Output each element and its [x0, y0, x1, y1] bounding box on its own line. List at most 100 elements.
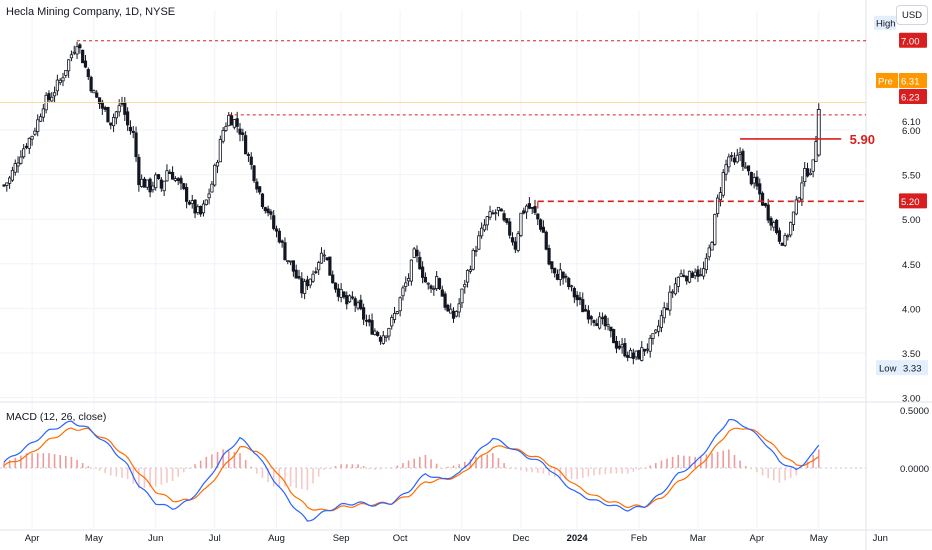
- candle-body: [30, 135, 34, 140]
- candle-body: [114, 111, 118, 119]
- candle-body: [505, 218, 509, 223]
- macd-histogram-bar: [615, 468, 618, 474]
- x-tick-label: Apr: [25, 533, 40, 544]
- candle-body: [640, 347, 644, 361]
- candle-body: [317, 262, 321, 271]
- macd-histogram-bar: [104, 468, 106, 474]
- macd-histogram-bar: [626, 468, 629, 474]
- macd-histogram-bar: [8, 460, 11, 468]
- macd-histogram-bar: [323, 468, 326, 470]
- macd-histogram-bar: [666, 458, 668, 468]
- candle-body: [701, 268, 706, 277]
- macd-histogram-bar: [699, 455, 702, 468]
- candle-body: [606, 324, 610, 327]
- candle-body: [339, 289, 343, 298]
- candle-body: [109, 122, 113, 126]
- candle-body: [328, 256, 332, 276]
- candle-body: [789, 221, 793, 236]
- candle-body: [811, 159, 815, 172]
- candle-body: [319, 252, 324, 264]
- candle-body: [207, 193, 211, 199]
- macd-histogram-bar: [362, 466, 365, 468]
- candle-body: [510, 237, 515, 243]
- macd-histogram-bar: [199, 460, 202, 468]
- candle-body: [679, 273, 683, 277]
- x-tick-label: May: [85, 533, 103, 544]
- candle-body: [187, 201, 192, 205]
- macd-histogram-bar: [272, 468, 275, 487]
- price-tick-label: 5.50: [902, 171, 921, 182]
- candle-body: [27, 137, 31, 149]
- candle-body: [373, 330, 377, 335]
- macd-histogram-bar: [317, 468, 320, 477]
- macd-histogram-bar: [649, 465, 651, 468]
- candle-body: [550, 261, 554, 270]
- candle-body: [364, 319, 369, 322]
- candle-body: [291, 260, 295, 272]
- candle-body: [423, 276, 428, 283]
- macd-histogram-bar: [812, 455, 814, 468]
- pre-tag-bg: [876, 72, 898, 88]
- candle-body: [305, 279, 310, 287]
- macd-histogram-bar: [435, 463, 438, 468]
- candle-body: [201, 203, 206, 214]
- candle-body: [359, 299, 363, 310]
- candle-body: [170, 171, 175, 180]
- macd-histogram-bar: [430, 459, 432, 468]
- macd-histogram-bar: [744, 466, 747, 468]
- candle-body: [775, 219, 779, 234]
- candle-body: [392, 313, 397, 320]
- high-tag-bg: [874, 15, 896, 30]
- candle-body: [578, 297, 582, 300]
- candle-body: [367, 319, 371, 323]
- candle-body: [162, 180, 166, 192]
- candle-body: [449, 308, 453, 314]
- candle-body: [92, 90, 96, 94]
- candle-body: [454, 311, 458, 317]
- macd-histogram-bar: [492, 453, 494, 468]
- macd-histogram-bar: [295, 468, 297, 488]
- candle-body: [182, 183, 186, 190]
- candle-body: [168, 171, 172, 174]
- macd-histogram-bar: [688, 456, 691, 468]
- macd-histogram-bar: [25, 453, 28, 468]
- candle-body: [100, 101, 104, 109]
- macd-histogram-bar: [256, 468, 258, 474]
- candle-body: [617, 345, 621, 349]
- last-price-tag: 6.23: [901, 92, 920, 103]
- candle-body: [612, 329, 616, 344]
- macd-histogram-bar: [306, 468, 309, 491]
- candle-body: [474, 250, 478, 252]
- macd-histogram-bar: [70, 456, 73, 468]
- macd-histogram-bar: [345, 464, 348, 468]
- macd-histogram-bar: [138, 468, 140, 489]
- candle-body: [766, 204, 770, 221]
- macd-histogram-bar: [166, 468, 168, 483]
- candle-body: [58, 79, 62, 84]
- macd-histogram-bar: [149, 468, 151, 488]
- macd-histogram-bar: [795, 468, 798, 476]
- candle-body: [769, 217, 773, 226]
- macd-title: MACD (12, 26, close): [6, 411, 107, 423]
- candle-body: [117, 105, 121, 113]
- macd-histogram-bar: [374, 468, 376, 470]
- candle-body: [499, 208, 503, 212]
- price-tick-label: 6.00: [902, 126, 921, 137]
- candle-body: [623, 342, 627, 357]
- candle-body: [673, 283, 678, 295]
- candle-body: [553, 267, 557, 274]
- signal-line: [3, 427, 820, 512]
- candle-body: [772, 222, 776, 228]
- candle-body: [539, 219, 543, 230]
- candle-body: [390, 317, 394, 327]
- candle-body: [738, 152, 742, 155]
- candle-body: [215, 161, 220, 167]
- x-tick-label: 2024: [567, 533, 589, 544]
- candle-body: [232, 119, 236, 128]
- currency-button[interactable]: USD: [896, 5, 928, 25]
- macd-histogram-bar: [115, 468, 118, 477]
- candle-body: [429, 285, 433, 289]
- macd-histogram-bar: [301, 468, 303, 490]
- macd-histogram-bar: [36, 453, 39, 468]
